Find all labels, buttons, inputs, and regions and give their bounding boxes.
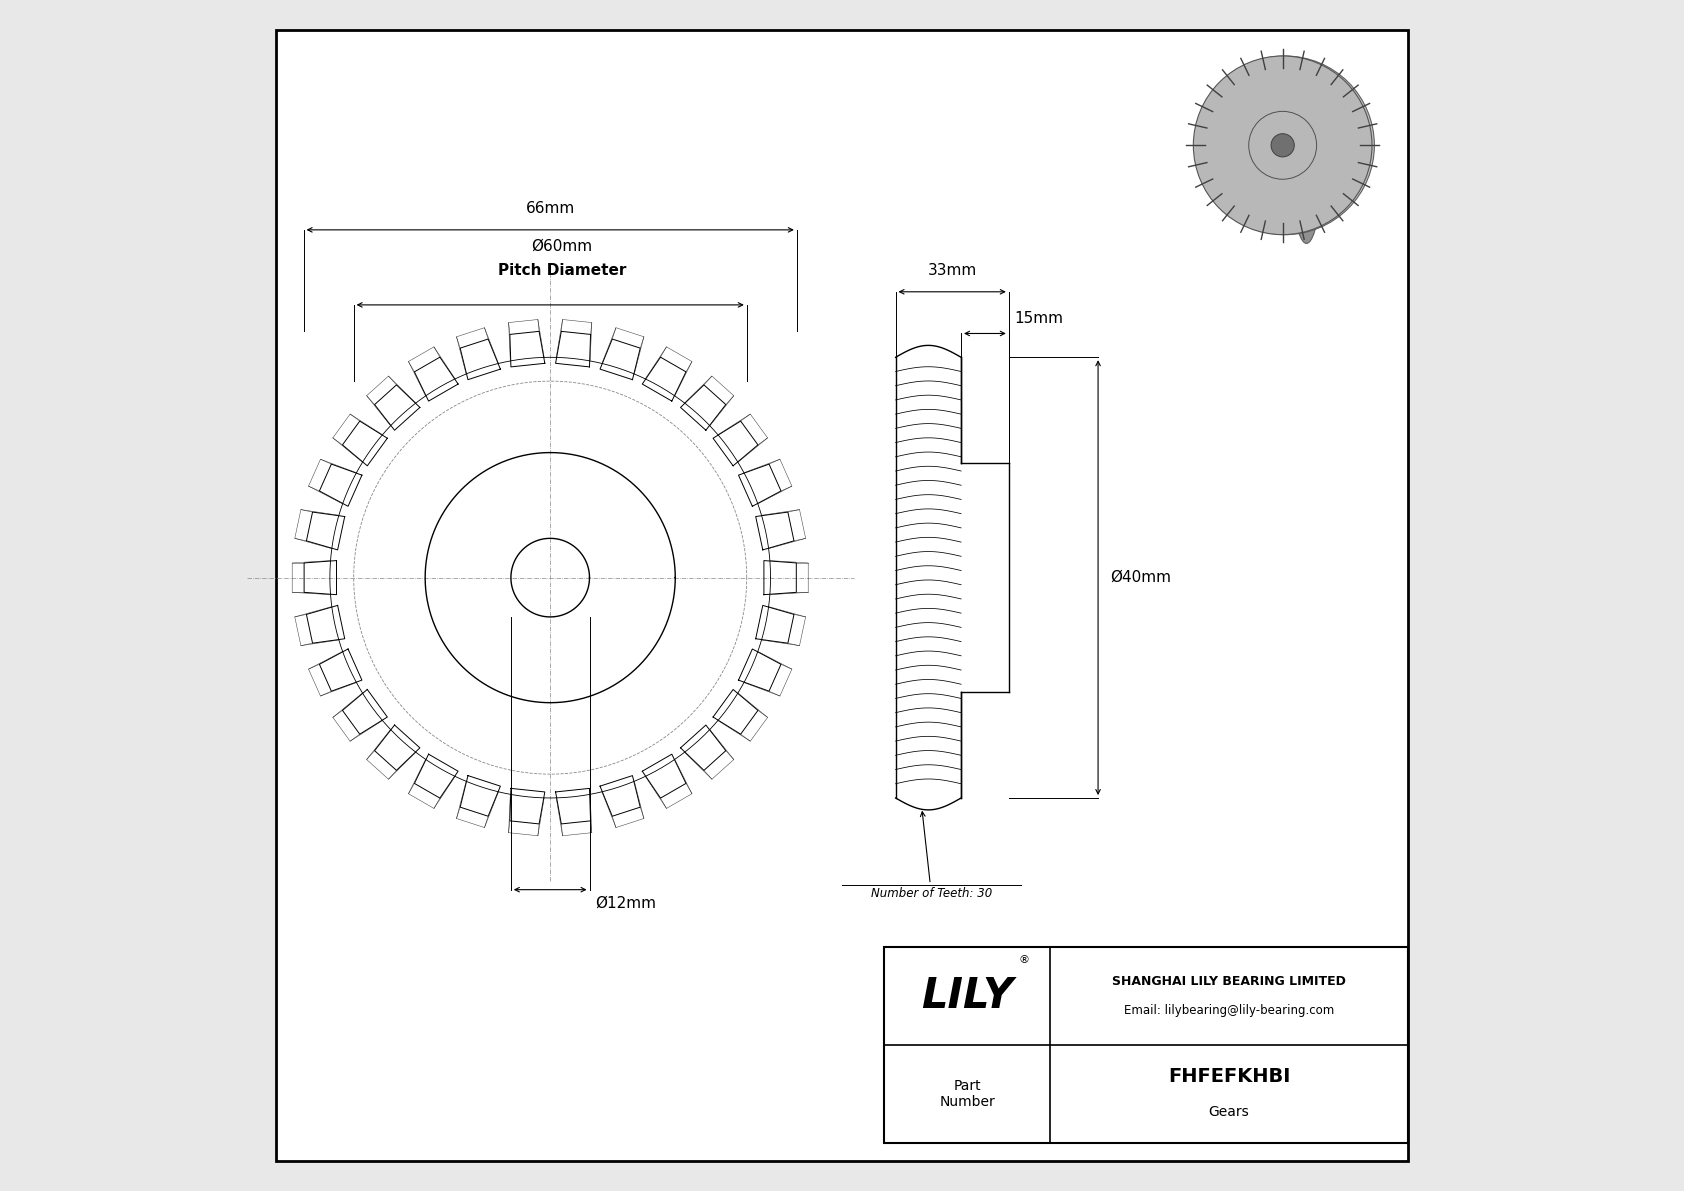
Text: Ø40mm: Ø40mm: [1110, 570, 1170, 585]
Circle shape: [1271, 133, 1295, 157]
Text: Ø12mm: Ø12mm: [596, 896, 657, 911]
Text: SHANGHAI LILY BEARING LIMITED: SHANGHAI LILY BEARING LIMITED: [1111, 975, 1346, 989]
Text: Number of Teeth: 30: Number of Teeth: 30: [871, 812, 992, 900]
Text: Ø60mm: Ø60mm: [532, 238, 593, 254]
Ellipse shape: [1292, 79, 1322, 243]
Text: Pitch Diameter: Pitch Diameter: [498, 263, 626, 279]
Bar: [884, 947, 1408, 1143]
Circle shape: [330, 357, 771, 798]
Text: 33mm: 33mm: [928, 262, 977, 278]
Text: ®: ®: [1019, 955, 1029, 965]
Text: FHFEFKHBI: FHFEFKHBI: [1169, 1067, 1290, 1086]
Text: Part
Number: Part Number: [940, 1079, 995, 1109]
Text: Gears: Gears: [1209, 1105, 1250, 1120]
Text: LILY: LILY: [921, 975, 1014, 1017]
Text: 15mm: 15mm: [1015, 311, 1064, 326]
Text: Email: lilybearing@lily-bearing.com: Email: lilybearing@lily-bearing.com: [1123, 1004, 1334, 1017]
Text: 66mm: 66mm: [525, 200, 574, 216]
Circle shape: [1196, 56, 1374, 235]
Circle shape: [1194, 56, 1372, 235]
